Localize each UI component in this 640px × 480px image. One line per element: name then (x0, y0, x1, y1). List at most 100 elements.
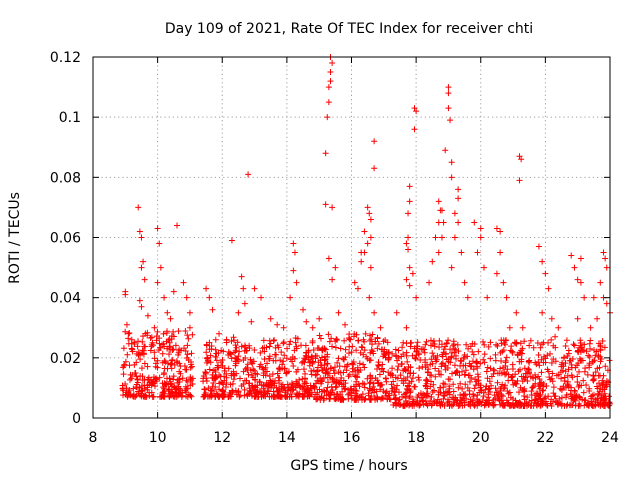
data-point (136, 228, 143, 235)
background-point (323, 392, 330, 399)
data-point (516, 153, 523, 160)
background-point (238, 343, 245, 350)
background-point (290, 383, 297, 390)
background-point (177, 370, 184, 377)
background-point (519, 378, 526, 385)
data-point (138, 303, 145, 310)
background-point (150, 393, 157, 400)
background-point (283, 355, 290, 362)
data-point (354, 285, 361, 292)
background-point (379, 346, 386, 353)
background-point (250, 366, 257, 373)
background-point (577, 394, 584, 401)
background-point (565, 366, 572, 373)
background-point (599, 338, 606, 345)
background-point (308, 353, 315, 360)
y-tick-label: 0.04 (50, 291, 81, 307)
background-point (270, 337, 277, 344)
background-point (170, 346, 177, 353)
background-point (483, 368, 490, 375)
background-point (349, 360, 356, 367)
background-point (341, 363, 348, 370)
background-point (333, 376, 340, 383)
background-point (310, 358, 317, 365)
background-point (261, 383, 268, 390)
background-point (185, 356, 192, 363)
background-point (308, 354, 315, 361)
background-point (160, 330, 167, 337)
data-point (405, 246, 412, 253)
background-point (587, 337, 594, 344)
data-point (303, 318, 310, 325)
background-point (370, 383, 377, 390)
background-point (260, 393, 267, 400)
background-point (370, 389, 377, 396)
data-point (361, 228, 368, 235)
background-point (268, 384, 275, 391)
background-point (473, 359, 480, 366)
background-point (257, 361, 264, 368)
background-point (223, 339, 230, 346)
background-point (305, 348, 312, 355)
background-point (498, 337, 505, 344)
background-point (122, 328, 129, 335)
background-point (586, 402, 593, 409)
background-point (201, 386, 208, 393)
background-point (517, 366, 524, 373)
background-point (171, 393, 178, 400)
background-point (571, 394, 578, 401)
background-point (218, 359, 225, 366)
data-point (316, 315, 323, 322)
background-point (318, 380, 325, 387)
background-point (537, 379, 544, 386)
background-point (368, 347, 375, 354)
background-point (334, 359, 341, 366)
background-point (151, 355, 158, 362)
background-point (587, 345, 594, 352)
background-point (383, 378, 390, 385)
background-point (532, 380, 539, 387)
background-point (306, 393, 313, 400)
background-point (487, 355, 494, 362)
background-point (586, 340, 593, 347)
background-point (449, 402, 456, 409)
background-point (166, 393, 173, 400)
axis-ticks: 8 10 12 14 16 18 20 22 24 0 0.02 0.04 0.06 0.08 0.1 0.1… (50, 50, 619, 446)
background-point (442, 351, 449, 358)
background-point (365, 392, 372, 399)
background-point (453, 355, 460, 362)
background-point (499, 401, 506, 408)
background-point (234, 339, 241, 346)
background-point (360, 361, 367, 368)
background-point (518, 356, 525, 363)
data-point (413, 294, 420, 301)
data-point (464, 294, 471, 301)
background-point (206, 366, 213, 373)
background-point (447, 346, 454, 353)
background-point (332, 384, 339, 391)
background-point (374, 335, 381, 342)
background-point (166, 392, 173, 399)
data-point (451, 210, 458, 217)
background-point (455, 384, 462, 391)
background-point (328, 389, 335, 396)
background-point (591, 402, 598, 409)
background-point (388, 381, 395, 388)
y-tick-label: 0.02 (50, 351, 81, 367)
background-point (595, 401, 602, 408)
background-point (251, 347, 258, 354)
background-point (309, 339, 316, 346)
background-point (138, 388, 145, 395)
data-point (393, 309, 400, 316)
background-point (367, 349, 374, 356)
background-point (243, 347, 250, 354)
background-point (394, 375, 401, 382)
background-point (229, 380, 236, 387)
background-point (415, 351, 422, 358)
background-point (135, 352, 142, 359)
background-point (480, 338, 487, 345)
background-point (442, 366, 449, 373)
background-point (543, 382, 550, 389)
background-point (392, 389, 399, 396)
data-point (206, 294, 213, 301)
